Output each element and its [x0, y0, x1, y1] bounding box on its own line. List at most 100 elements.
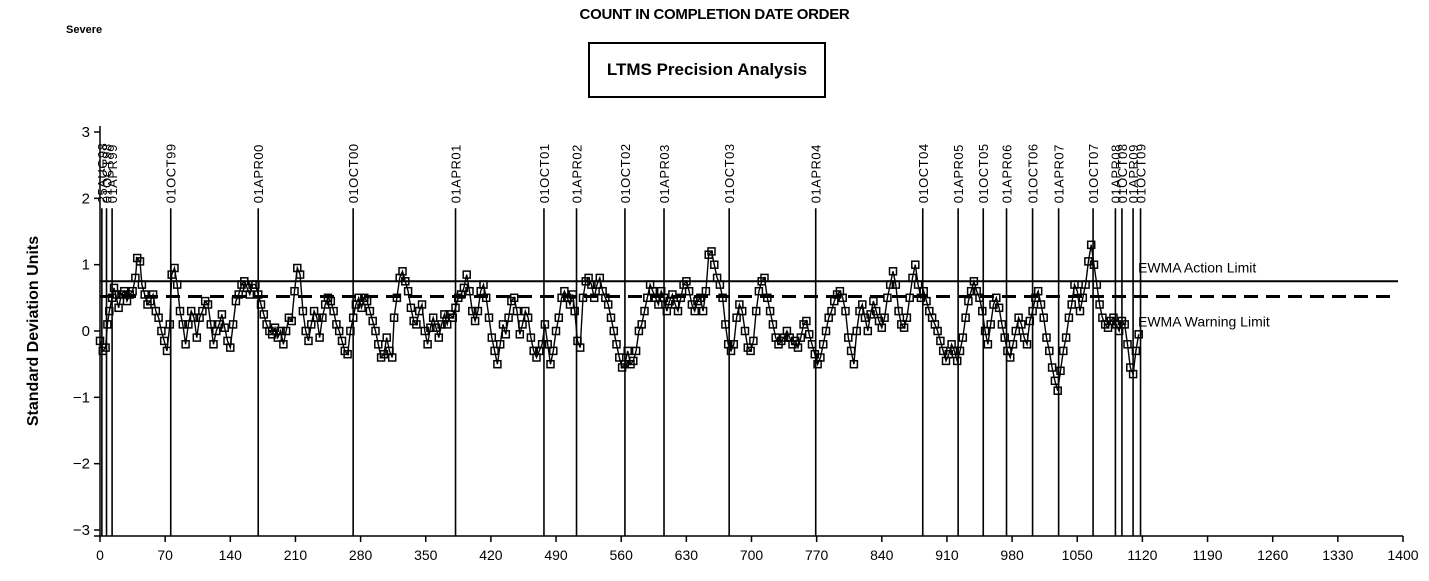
data-point	[676, 293, 686, 303]
x-tick-label: 140	[219, 547, 243, 563]
date-marker-label: 01OCT98	[100, 143, 115, 203]
data-point	[575, 343, 585, 352]
data-point	[114, 303, 123, 313]
data-point	[986, 320, 995, 329]
data-point	[565, 300, 575, 309]
data-point	[470, 316, 480, 326]
data-point	[437, 320, 446, 329]
data-point	[816, 353, 825, 362]
data-point	[343, 349, 352, 359]
data-point	[1089, 260, 1099, 269]
chart-title: COUNT IN COMPLETION DATE ORDER	[579, 6, 850, 23]
data-point	[259, 310, 269, 319]
data-point	[818, 340, 828, 349]
date-marker-label: 01OCT00	[346, 143, 361, 203]
data-point	[1005, 353, 1015, 362]
data-point	[1025, 316, 1035, 326]
data-point	[509, 293, 519, 303]
data-point	[1086, 240, 1096, 250]
data-point	[1050, 376, 1060, 386]
x-tick-label: 280	[349, 547, 373, 563]
data-point	[501, 330, 511, 339]
date-marker-label: 01APR00	[251, 144, 266, 203]
data-point	[1033, 286, 1043, 296]
data-point	[172, 280, 182, 289]
data-point	[992, 293, 1001, 303]
data-point	[140, 290, 149, 299]
data-point	[587, 280, 596, 289]
x-tick-label: 840	[870, 547, 894, 563]
data-point	[966, 286, 976, 296]
x-tick-label: 700	[740, 547, 764, 563]
data-point	[189, 313, 199, 322]
data-point	[371, 326, 380, 336]
data-point	[551, 326, 561, 336]
data-point	[101, 343, 110, 352]
data-point	[512, 306, 522, 316]
data-point	[589, 293, 599, 303]
data-point	[495, 340, 505, 349]
x-tick-label: 1190	[1192, 547, 1222, 563]
data-point	[312, 313, 322, 322]
date-marker-label: 25AUG98	[95, 143, 110, 204]
data-point	[403, 286, 413, 296]
data-point	[426, 323, 435, 332]
data-point	[523, 313, 533, 322]
data-point	[392, 293, 402, 303]
data-point	[148, 290, 158, 299]
data-point	[417, 300, 427, 309]
data-point	[442, 320, 452, 329]
data-point	[877, 323, 887, 332]
data-point	[1022, 340, 1032, 349]
data-point	[978, 306, 987, 316]
data-point	[346, 326, 355, 336]
y-tick-label: −2	[73, 456, 90, 473]
data-point	[1123, 340, 1132, 349]
data-point	[637, 320, 646, 329]
date-marker-label: 01APR07	[1052, 144, 1067, 203]
data-point	[220, 323, 229, 332]
data-point	[362, 296, 372, 306]
x-tick-label: 770	[805, 547, 829, 563]
data-point	[209, 340, 218, 349]
data-point	[228, 320, 238, 329]
data-point	[902, 313, 912, 322]
data-point	[894, 306, 903, 316]
data-point	[226, 343, 235, 352]
data-point	[206, 320, 216, 329]
data-point	[178, 320, 188, 329]
data-point	[315, 333, 324, 342]
data-point	[518, 320, 527, 329]
data-point	[326, 296, 336, 306]
date-marker-label: 01APR08	[1108, 144, 1123, 203]
data-point	[479, 280, 488, 289]
data-point	[301, 326, 310, 336]
data-point	[844, 333, 853, 342]
data-point	[1017, 320, 1026, 329]
data-point	[1045, 346, 1054, 356]
date-marker-label: 01APR02	[570, 144, 585, 203]
data-point	[620, 359, 630, 369]
x-tick-label: 0	[96, 547, 104, 563]
data-point	[640, 306, 649, 316]
data-point	[950, 346, 959, 356]
date-marker-label: 01OCT04	[916, 143, 931, 203]
data-point	[440, 310, 449, 319]
data-point	[490, 346, 499, 356]
data-point	[578, 293, 588, 303]
y-tick-label: 1	[82, 257, 90, 274]
data-point	[1008, 340, 1018, 349]
data-point	[1081, 280, 1090, 289]
data-point	[546, 359, 555, 369]
data-point	[740, 326, 750, 336]
data-point	[279, 340, 288, 349]
data-point	[969, 277, 979, 286]
data-point	[540, 320, 550, 329]
data-point	[537, 340, 547, 349]
data-point	[880, 313, 889, 322]
data-point	[1134, 330, 1143, 339]
data-point	[802, 316, 811, 326]
date-marker-label: 01OCT09	[1134, 143, 1149, 203]
x-tick-label: 1330	[1322, 547, 1353, 563]
data-point	[203, 300, 213, 309]
